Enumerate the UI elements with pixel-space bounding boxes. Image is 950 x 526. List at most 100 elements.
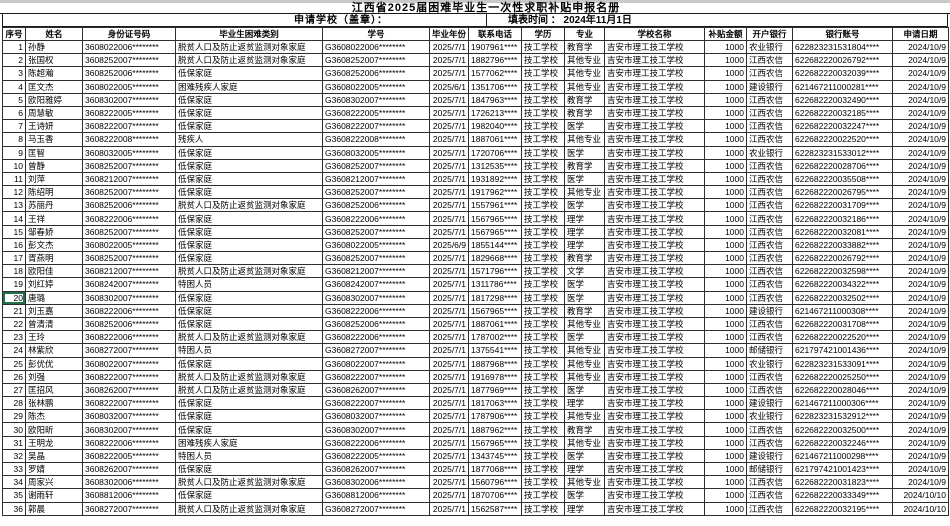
- cell-r13c6[interactable]: 2025/7/1: [429, 198, 469, 213]
- cell-r22c9[interactable]: 其他专业: [564, 316, 605, 332]
- cell-r21c9[interactable]: 教育学: [564, 303, 605, 318]
- cell-r3c4[interactable]: 低保家庭: [175, 66, 323, 81]
- cell-r26c1[interactable]: 26: [2, 369, 26, 384]
- cell-r4c8[interactable]: 技工学校: [521, 79, 565, 94]
- cell-r29c11[interactable]: 1000: [704, 409, 747, 424]
- cell-r20c2[interactable]: 唐璐: [25, 290, 83, 305]
- cell-r30c11[interactable]: 1000: [704, 422, 747, 437]
- cell-r1c8[interactable]: 技工学校: [521, 39, 565, 55]
- cell-r21c10[interactable]: 吉安市理工技工学校: [604, 303, 705, 318]
- cell-r17c11[interactable]: 1000: [704, 250, 747, 266]
- cell-r12c3[interactable]: 3608252007********: [82, 185, 176, 200]
- cell-r9c11[interactable]: 1000: [704, 145, 747, 160]
- cell-r12c13[interactable]: 622682220026795****: [792, 185, 893, 200]
- cell-r3c12[interactable]: 江西农信: [746, 66, 793, 81]
- cell-r27c8[interactable]: 技工学校: [521, 382, 565, 398]
- cell-r8c10[interactable]: 吉安市理工技工学校: [604, 132, 705, 147]
- cell-r36c3[interactable]: 3608272007********: [82, 501, 176, 516]
- cell-r26c14[interactable]: 2024/10/9: [892, 369, 949, 384]
- cell-r32c7[interactable]: 1343745****: [468, 448, 522, 464]
- cell-r9c2[interactable]: 匡智: [25, 145, 83, 160]
- cell-r24c8[interactable]: 技工学校: [521, 343, 565, 358]
- cell-r6c8[interactable]: 技工学校: [521, 105, 565, 121]
- cell-r30c7[interactable]: 1887962****: [468, 422, 522, 437]
- cell-r5c7[interactable]: 1847963****: [468, 92, 522, 107]
- cell-r3c3[interactable]: 3608252006********: [82, 66, 176, 81]
- cell-r33c12[interactable]: 邮储银行: [746, 461, 793, 477]
- cell-r24c12[interactable]: 邮储银行: [746, 343, 793, 358]
- cell-r11c7[interactable]: 1931892****: [468, 171, 522, 187]
- cell-r21c8[interactable]: 技工学校: [521, 303, 565, 318]
- cell-r29c4[interactable]: 低保家庭: [175, 409, 323, 424]
- cell-r5c6[interactable]: 2025/7/1: [429, 92, 469, 107]
- cell-r14c13[interactable]: 622682220032186****: [792, 211, 893, 226]
- cell-r15c13[interactable]: 622682220032081****: [792, 224, 893, 239]
- cell-r19c10[interactable]: 吉安市理工技工学校: [604, 277, 705, 292]
- cell-r30c8[interactable]: 技工学校: [521, 422, 565, 437]
- cell-r15c6[interactable]: 2025/7/1: [429, 224, 469, 239]
- cell-r8c3[interactable]: 3608222008********: [82, 132, 176, 147]
- cell-r9c12[interactable]: 农业银行: [746, 145, 793, 160]
- col-header-8[interactable]: 学历: [521, 27, 565, 41]
- cell-r25c4[interactable]: 低保家庭: [175, 356, 323, 371]
- cell-r18c4[interactable]: 脱贫人口及防止返贫监测对象家庭: [175, 264, 323, 279]
- cell-r21c13[interactable]: 621467211000308****: [792, 303, 893, 318]
- cell-r32c6[interactable]: 2025/7/1: [429, 448, 469, 464]
- cell-r17c9[interactable]: 教育学: [564, 250, 605, 266]
- cell-r7c9[interactable]: 医学: [564, 119, 605, 134]
- cell-r35c11[interactable]: 1000: [704, 488, 747, 503]
- cell-r17c5[interactable]: G3608252007********: [322, 250, 430, 266]
- cell-r7c8[interactable]: 技工学校: [521, 119, 565, 134]
- cell-r11c11[interactable]: 1000: [704, 171, 747, 187]
- cell-r19c9[interactable]: 医学: [564, 277, 605, 292]
- cell-r35c13[interactable]: 622682220033349****: [792, 488, 893, 503]
- col-header-4[interactable]: 毕业生困难类别: [175, 27, 323, 41]
- cell-r13c11[interactable]: 1000: [704, 198, 747, 213]
- cell-r35c3[interactable]: 3608812006********: [82, 488, 176, 503]
- cell-r14c3[interactable]: 3608222006********: [82, 211, 176, 226]
- cell-r18c9[interactable]: 文学: [564, 264, 605, 279]
- cell-r29c13[interactable]: 622823231532912****: [792, 409, 893, 424]
- cell-r25c8[interactable]: 技工学校: [521, 356, 565, 371]
- cell-r11c5[interactable]: G3608212007********: [322, 171, 430, 187]
- cell-r13c10[interactable]: 吉安市理工技工学校: [604, 198, 705, 213]
- cell-r10c2[interactable]: 曾静: [25, 158, 83, 173]
- cell-r2c1[interactable]: 2: [2, 53, 26, 68]
- cell-r22c12[interactable]: 江西农信: [746, 316, 793, 332]
- cell-r20c4[interactable]: 低保家庭: [175, 290, 323, 305]
- cell-r26c13[interactable]: 622682220025250****: [792, 369, 893, 384]
- cell-r18c2[interactable]: 欧阳佳: [25, 264, 83, 279]
- cell-r36c7[interactable]: 1562587****: [468, 501, 522, 516]
- cell-r9c4[interactable]: 低保家庭: [175, 145, 323, 160]
- cell-r34c1[interactable]: 34: [2, 475, 26, 490]
- cell-r2c11[interactable]: 1000: [704, 53, 747, 68]
- cell-r28c3[interactable]: 3608222007********: [82, 396, 176, 411]
- cell-r26c4[interactable]: 脱贫人口及防止返贫监测对象家庭: [175, 369, 323, 384]
- cell-r9c1[interactable]: 9: [2, 145, 26, 160]
- cell-r2c10[interactable]: 吉安市理工技工学校: [604, 53, 705, 68]
- cell-r25c2[interactable]: 彭优优: [25, 356, 83, 371]
- cell-r2c5[interactable]: G3608252007********: [322, 53, 430, 68]
- cell-r36c1[interactable]: 36: [2, 501, 26, 516]
- cell-r13c13[interactable]: 622682220031709****: [792, 198, 893, 213]
- cell-r28c14[interactable]: 2024/10/9: [892, 396, 949, 411]
- cell-r2c9[interactable]: 其他专业: [564, 53, 605, 68]
- cell-r21c11[interactable]: 1000: [704, 303, 747, 318]
- cell-r6c7[interactable]: 1726213****: [468, 105, 522, 121]
- cell-r3c10[interactable]: 吉安市理工技工学校: [604, 66, 705, 81]
- cell-r7c5[interactable]: G3608222007********: [322, 119, 430, 134]
- cell-r4c3[interactable]: 3608022005********: [82, 79, 176, 94]
- cell-r13c1[interactable]: 13: [2, 198, 26, 213]
- cell-r26c8[interactable]: 技工学校: [521, 369, 565, 384]
- cell-r13c5[interactable]: G3608252006********: [322, 198, 430, 213]
- cell-r33c6[interactable]: 2025/7/1: [429, 461, 469, 477]
- selected-cell[interactable]: 20: [2, 290, 26, 305]
- cell-r11c8[interactable]: 技工学校: [521, 171, 565, 187]
- cell-r25c10[interactable]: 吉安市理工技工学校: [604, 356, 705, 371]
- cell-r36c8[interactable]: 技工学校: [521, 501, 565, 516]
- cell-r22c8[interactable]: 技工学校: [521, 316, 565, 332]
- cell-r25c9[interactable]: 其他专业: [564, 356, 605, 371]
- cell-r12c11[interactable]: 1000: [704, 185, 747, 200]
- cell-r6c5[interactable]: G3608222005********: [322, 105, 430, 121]
- cell-r15c11[interactable]: 1000: [704, 224, 747, 239]
